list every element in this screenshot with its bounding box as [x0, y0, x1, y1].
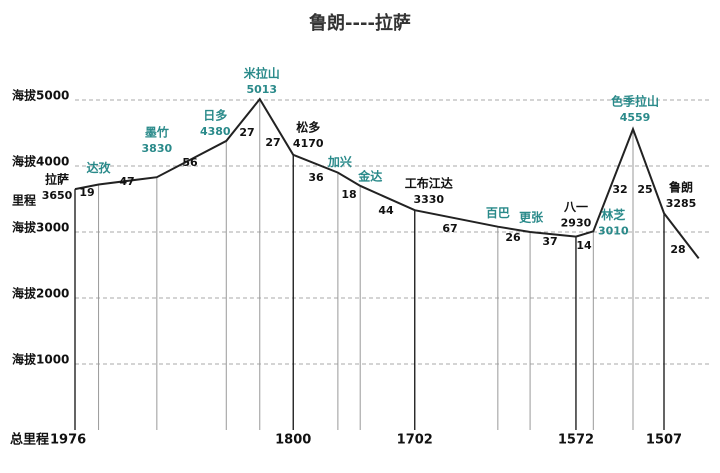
place-name: 墨竹 — [145, 125, 169, 140]
y-tick-label: 海拔4000 — [12, 154, 69, 169]
elevation-label: 4380 — [200, 125, 231, 138]
segment-distance: 14 — [576, 239, 592, 252]
place-name: 松多 — [296, 119, 320, 134]
place-name: 拉萨 — [45, 172, 69, 187]
elevation-label: 3285 — [666, 197, 697, 210]
place-name: 八一 — [563, 200, 588, 214]
segment-distance: 27 — [239, 126, 254, 139]
segment-distance: 67 — [442, 222, 457, 235]
place-name: 鲁朗 — [668, 180, 693, 195]
elevation-label: 3330 — [413, 193, 444, 206]
segment-distance: 32 — [612, 183, 627, 196]
elevation-label: 2930 — [561, 217, 592, 230]
elevation-label: 4170 — [293, 137, 324, 150]
segment-distance: 47 — [119, 175, 134, 188]
segment-distance: 19 — [79, 186, 94, 199]
y-tick-label: 海拔2000 — [12, 286, 69, 301]
total-label: 总里程 — [10, 432, 49, 448]
elevation-label: 3650 — [42, 189, 73, 202]
segment-distance: 25 — [637, 183, 652, 196]
remaining-distance: 1976 — [50, 433, 86, 448]
segment-distance: 37 — [542, 235, 557, 248]
place-name: 米拉山 — [244, 66, 280, 81]
place-name: 金达 — [357, 168, 382, 183]
place-name: 达孜 — [87, 160, 112, 175]
y-tick-label: 海拔3000 — [12, 220, 69, 235]
place-name: 日多 — [203, 107, 227, 122]
place-name: 色季拉山 — [611, 94, 659, 109]
remaining-distance: 1800 — [275, 433, 311, 448]
segment-distance: 18 — [341, 188, 356, 201]
place-name: 林芝 — [601, 207, 625, 222]
place-name: 加兴 — [327, 154, 352, 169]
remaining-distance: 1507 — [646, 433, 682, 448]
elevation-label: 4559 — [620, 111, 651, 124]
y-tick-label: 海拔1000 — [12, 352, 69, 367]
segment-distance: 44 — [378, 204, 394, 217]
place-name: 工布江达 — [405, 176, 453, 191]
segment-distance: 26 — [505, 231, 521, 244]
elevation-label: 3010 — [598, 224, 629, 237]
segment-distance: 27 — [265, 136, 280, 149]
y-tick-label: 海拔5000 — [12, 88, 69, 103]
distance-label: 里程 — [12, 193, 36, 208]
place-name: 更张 — [519, 210, 544, 225]
remaining-distance: 1702 — [397, 433, 433, 448]
place-name: 百巴 — [486, 206, 510, 220]
segment-distance: 36 — [308, 171, 324, 184]
segment-distance: 28 — [670, 243, 685, 256]
elevation-line — [74, 97, 700, 260]
chart-title: 鲁朗----拉萨 — [309, 12, 411, 34]
remaining-distance: 1572 — [558, 433, 594, 448]
elevation-label: 5013 — [246, 83, 277, 96]
elevation-label: 3830 — [142, 142, 173, 155]
segment-distance: 56 — [182, 156, 198, 169]
